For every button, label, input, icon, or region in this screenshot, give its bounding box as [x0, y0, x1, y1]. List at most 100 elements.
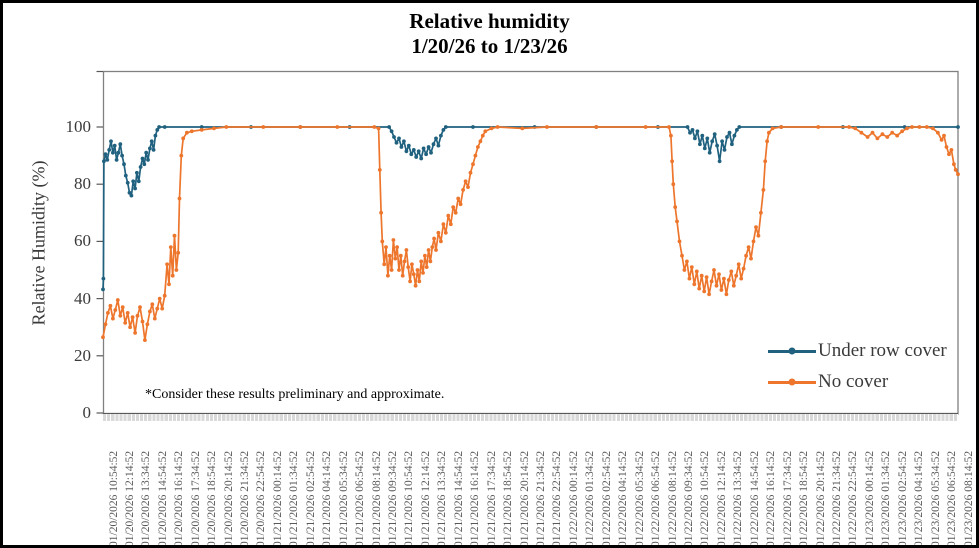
- series-marker: [754, 225, 758, 230]
- series-marker: [426, 145, 431, 149]
- series-marker: [895, 133, 900, 138]
- series-line-under-row-cover: [102, 126, 958, 290]
- series-marker: [936, 130, 940, 135]
- series-marker: [146, 158, 150, 162]
- x-tick-label: 01/22/2026 16:14:52: [765, 450, 778, 547]
- series-marker: [667, 125, 671, 129]
- series-marker: [710, 139, 715, 144]
- series-marker: [700, 133, 705, 138]
- x-tick-label: 01/21/2026 12:14:52: [419, 450, 432, 547]
- series-marker: [735, 128, 739, 132]
- x-tick-label: 01/21/2026 05:34:52: [337, 450, 350, 547]
- x-tick-label: 01/21/2026 13:34:52: [436, 450, 449, 547]
- y-tick-label: 80: [74, 174, 91, 194]
- series-marker: [763, 159, 768, 164]
- series-marker: [391, 238, 396, 242]
- series-marker: [130, 315, 135, 320]
- series-marker: [394, 140, 399, 145]
- series-marker: [136, 179, 141, 184]
- series-marker: [430, 245, 435, 250]
- series-marker: [468, 170, 473, 175]
- x-tick-label: 01/21/2026 21:34:52: [535, 450, 547, 547]
- series-marker: [406, 143, 411, 148]
- series-marker: [670, 159, 674, 164]
- series-marker: [199, 128, 204, 132]
- series-marker: [942, 133, 946, 138]
- x-tick-label: 01/21/2026 16:14:52: [469, 450, 482, 547]
- series-marker: [431, 142, 436, 147]
- series-marker: [404, 149, 409, 154]
- series-marker: [900, 129, 904, 134]
- series-marker: [406, 265, 411, 269]
- series-marker: [725, 135, 729, 139]
- series-marker: [717, 272, 721, 277]
- x-axis-tick-band: [103, 414, 958, 421]
- series-marker: [429, 150, 433, 155]
- series-marker: [389, 268, 394, 272]
- x-tick-label: 01/22/2026 13:34:52: [732, 450, 745, 547]
- series-marker: [155, 306, 160, 311]
- series-marker: [910, 125, 914, 129]
- series-marker: [106, 311, 110, 315]
- series-marker: [698, 142, 702, 147]
- series-marker: [153, 133, 158, 138]
- series-marker: [729, 269, 734, 274]
- plot-border: [102, 70, 959, 415]
- series-marker: [189, 129, 194, 134]
- x-tick-label: 01/22/2026 05:34:52: [633, 450, 646, 547]
- series-marker: [709, 279, 714, 284]
- x-tick-label: 01/20/2026 13:34:52: [140, 450, 153, 547]
- series-marker: [127, 190, 132, 195]
- x-tick-label: 01/20/2026 21:34:52: [239, 450, 252, 547]
- series-marker: [949, 148, 954, 152]
- x-tick-label: 01/22/2026 12:14:52: [715, 450, 728, 547]
- series-marker: [423, 253, 427, 258]
- x-tick-label: 01/22/2026 09:34:52: [682, 450, 695, 547]
- series-marker: [737, 125, 742, 129]
- series-marker: [956, 125, 960, 129]
- series-marker: [424, 265, 429, 269]
- series-marker: [149, 139, 154, 144]
- chart-title-line2: 1/20/26 to 1/23/26: [411, 34, 568, 58]
- series-marker: [870, 130, 875, 135]
- series-marker: [704, 275, 709, 279]
- series-marker: [441, 222, 446, 227]
- series-marker: [105, 158, 110, 162]
- series-marker: [439, 239, 443, 244]
- series-marker: [480, 133, 485, 138]
- series-marker: [377, 168, 382, 172]
- series-marker: [138, 305, 142, 310]
- series-marker: [131, 179, 136, 184]
- series-marker: [129, 193, 134, 198]
- series-marker: [693, 136, 697, 141]
- series-marker: [727, 130, 732, 135]
- series-marker: [143, 338, 147, 342]
- series-marker: [724, 292, 729, 297]
- series-marker: [123, 321, 128, 325]
- y-axis-title: Relative Humidity (%): [28, 160, 49, 326]
- legend-entry-no-cover: No cover: [768, 371, 888, 393]
- series-marker: [712, 132, 717, 137]
- plot-area: [96, 70, 960, 415]
- legend-line-no-cover-icon: [768, 378, 816, 386]
- series-marker: [890, 130, 895, 135]
- series-marker: [702, 146, 707, 151]
- footnote: *Consider these results preliminary and …: [145, 387, 445, 402]
- series-marker: [594, 125, 599, 129]
- x-tick-label: 01/20/2026 17:34:52: [189, 450, 202, 547]
- x-tick-label: 01/21/2026 04:14:52: [321, 450, 334, 547]
- series-marker: [376, 126, 381, 131]
- series-marker: [387, 253, 392, 258]
- series-marker: [695, 129, 700, 134]
- series-marker: [389, 129, 394, 134]
- series-marker: [138, 165, 143, 169]
- series-marker: [408, 279, 412, 284]
- series-marker: [404, 248, 409, 252]
- x-tick-label: 01/22/2026 00:14:52: [567, 450, 580, 547]
- series-marker: [673, 205, 678, 210]
- series-marker: [671, 182, 676, 187]
- series-marker: [409, 152, 414, 157]
- series-marker: [165, 262, 170, 267]
- series-marker: [118, 313, 123, 318]
